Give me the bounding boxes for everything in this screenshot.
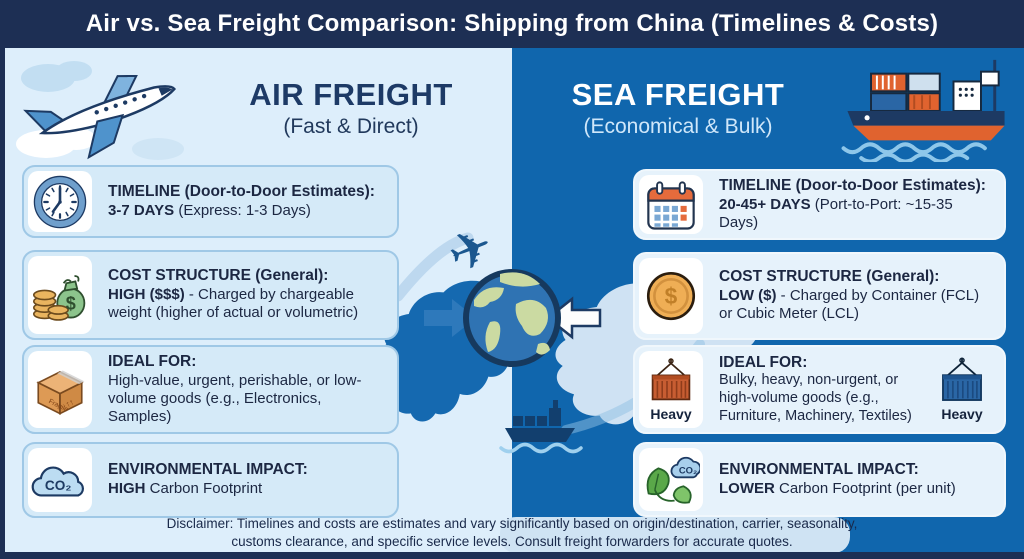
sea-header: SEA FREIGHT (Economical & Bulk): [520, 54, 1016, 162]
clock-icon: [28, 171, 92, 232]
air-header-titles: AIR FREIGHT (Fast & Direct): [198, 77, 504, 139]
card-body: 20-45+ DAYS (Port-to-Port: ~15-35 Days): [719, 196, 994, 233]
card-body: Bulky, heavy, non-urgent, or high-volume…: [719, 372, 920, 425]
air-ideal-for-card: Fragile ↑↑ IDEAL FOR: High-value, urgent…: [22, 345, 399, 434]
card-body: HIGH ($$$) - Charged by chargeable weigh…: [108, 286, 387, 323]
card-value-bold: LOW ($): [719, 287, 777, 305]
co2-label: CO₂: [679, 464, 697, 475]
air-header: AIR FREIGHT (Fast & Direct): [8, 54, 504, 162]
money-bag-and-coins-icon: $: [28, 256, 92, 334]
air-subtitle: (Fast & Direct): [283, 115, 419, 138]
sea-timeline-text: TIMELINE (Door-to-Door Estimates): 20-45…: [707, 171, 1004, 238]
card-value-bold: LOWER: [719, 479, 775, 497]
air-title: AIR FREIGHT: [249, 77, 453, 112]
card-body: HIGH Carbon Footprint: [108, 480, 387, 498]
box-arrows-mark: ↑↑: [64, 397, 75, 409]
card-title: ENVIRONMENTAL IMPACT:: [108, 461, 308, 479]
cardboard-box-icon: Fragile ↑↑: [28, 351, 92, 428]
card-title: TIMELINE (Door-to-Door Estimates):: [719, 176, 986, 194]
bottom-border-strip: [0, 552, 1024, 559]
card-value-rest: (Port-to-Port: ~15-35 Days): [719, 195, 953, 231]
container-ship-icon: [841, 59, 1005, 162]
air-ideal-for-text: IDEAL FOR: High-value, urgent, perishabl…: [96, 347, 397, 432]
card-value-rest: Carbon Footprint: [145, 480, 263, 498]
card-value-rest: - Charged by chargeable weight (higher o…: [108, 286, 359, 322]
air-cost-card: $ COST STRUCTURE (General): HIGH ($$$) -…: [22, 250, 399, 340]
main-area: ✈: [0, 48, 1024, 559]
card-title: ENVIRONMENTAL IMPACT:: [719, 460, 919, 478]
card-body: High-value, urgent, perishable, or low-v…: [108, 372, 387, 427]
sea-timeline-card: TIMELINE (Door-to-Door Estimates): 20-45…: [633, 169, 1006, 240]
sea-ideal-for-text: IDEAL FOR: Bulky, heavy, non-urgent, or …: [707, 347, 924, 432]
air-timeline-card: TIMELINE (Door-to-Door Estimates): 3-7 D…: [22, 165, 399, 238]
sea-environmental-text: ENVIRONMENTAL IMPACT: LOWER Carbon Footp…: [707, 444, 1004, 515]
card-value-bold: 20-45+ DAYS: [719, 195, 811, 213]
air-cost-text: COST STRUCTURE (General): HIGH ($$$) - C…: [96, 252, 397, 338]
card-value-bold: HIGH ($$$): [108, 286, 185, 304]
sea-subtitle: (Economical & Bulk): [583, 115, 773, 138]
card-value-rest: (Express: 1-3 Days): [174, 201, 311, 219]
disclaimer-panel: [500, 517, 850, 553]
card-body: LOWER Carbon Footprint (per unit): [719, 480, 994, 498]
card-title: IDEAL FOR:: [108, 352, 197, 370]
co2-label: CO₂: [45, 478, 72, 493]
card-title: COST STRUCTURE (General):: [108, 267, 329, 285]
heavy-label: Heavy: [650, 406, 692, 422]
blue-container-icon: Heavy: [924, 347, 1004, 432]
sea-header-titles: SEA FREIGHT (Economical & Bulk): [520, 77, 836, 139]
page-title: Air vs. Sea Freight Comparison: Shipping…: [85, 10, 939, 37]
card-value-bold: HIGH: [108, 480, 146, 498]
dollar-sign-label: $: [665, 283, 678, 309]
card-value-rest: Bulky, heavy, non-urgent, or high-volume…: [719, 372, 912, 424]
airplane-with-clouds-icon: [16, 60, 184, 160]
sea-environmental-card: CO₂ ENVIRONMENTAL IMPACT: LOWER Carbon F…: [633, 442, 1006, 517]
sea-ideal-for-card: Heavy IDEAL FOR: Bulky, heavy, non-urgen…: [633, 345, 1006, 434]
leaves-co2-icon: CO₂: [639, 448, 703, 511]
dollar-coin-icon: $: [639, 258, 703, 334]
air-timeline-text: TIMELINE (Door-to-Door Estimates): 3-7 D…: [96, 167, 397, 236]
co2-cloud-icon: CO₂: [28, 448, 92, 512]
heavy-label: Heavy: [941, 406, 983, 422]
card-title: COST STRUCTURE (General):: [719, 268, 940, 286]
card-title: TIMELINE (Door-to-Door Estimates):: [108, 182, 375, 200]
card-body: LOW ($) - Charged by Container (FCL) or …: [719, 287, 994, 324]
sea-title: SEA FREIGHT: [571, 77, 785, 112]
sea-cost-text: COST STRUCTURE (General): LOW ($) - Char…: [707, 254, 1004, 338]
card-title: IDEAL FOR:: [719, 353, 808, 371]
orange-container-icon: Heavy: [639, 351, 703, 428]
title-bar: Air vs. Sea Freight Comparison: Shipping…: [0, 0, 1024, 48]
sea-cost-card: $ COST STRUCTURE (General): LOW ($) - Ch…: [633, 252, 1006, 340]
card-value-rest: Carbon Footprint (per unit): [774, 479, 956, 497]
dollar-sign-label: $: [66, 293, 76, 313]
card-value-bold: 3-7 DAYS: [108, 201, 175, 219]
disclaimer-text: Disclaimer: Timelines and costs are esti…: [166, 516, 858, 549]
air-environmental-text: ENVIRONMENTAL IMPACT: HIGH Carbon Footpr…: [96, 444, 397, 516]
left-border-strip: [0, 0, 5, 559]
card-value-rest: High-value, urgent, perishable, or low-v…: [108, 371, 362, 426]
card-body: 3-7 DAYS (Express: 1-3 Days): [108, 202, 387, 220]
air-environmental-card: CO₂ ENVIRONMENTAL IMPACT: HIGH Carbon Fo…: [22, 442, 399, 518]
calendar-icon: [639, 175, 703, 234]
